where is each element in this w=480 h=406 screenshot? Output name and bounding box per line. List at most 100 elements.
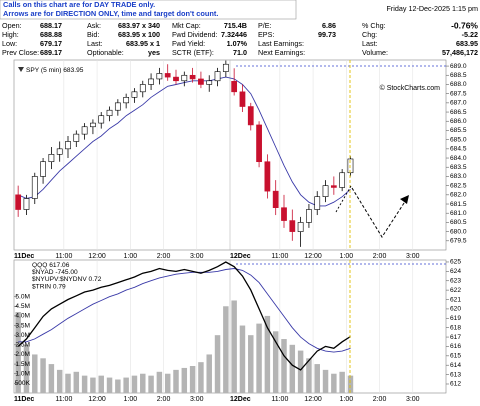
candle-body xyxy=(297,222,304,232)
candle-body xyxy=(114,102,121,111)
field-label: Fwd Dividend: xyxy=(172,30,218,39)
legend-entry: SPY (5 min) 683.95 xyxy=(26,67,84,74)
field-value: 71.0 xyxy=(233,48,247,57)
field-label: Optionable: xyxy=(87,48,124,57)
notice-line: Calls on this chart are for DAY TRADE on… xyxy=(3,0,155,9)
y-tick-label: 685.0 xyxy=(450,136,467,143)
volume-bar xyxy=(40,358,46,393)
x-tick-label: 1:00 xyxy=(339,396,353,403)
candle-body xyxy=(281,207,287,221)
y-tick-label: 688.0 xyxy=(450,81,467,88)
direction-arrow xyxy=(335,185,352,213)
notice-line: Arrows are for DIRECTION ONLY, time and … xyxy=(3,9,218,18)
volume-bar xyxy=(123,377,129,393)
volume-bar xyxy=(231,300,237,393)
x-tick-label: 3:00 xyxy=(190,396,204,403)
field-label: Prev Close: xyxy=(2,48,39,57)
volume-bar xyxy=(15,312,21,393)
volume-bar xyxy=(198,362,204,393)
y-tick-label: 686.5 xyxy=(450,109,467,116)
field-value: 679.17 xyxy=(40,39,62,48)
y-tick-label: 683.0 xyxy=(450,173,467,180)
candle-body xyxy=(81,126,88,135)
candle-body xyxy=(173,76,179,82)
candle-body xyxy=(48,154,55,163)
candle-body xyxy=(289,220,296,232)
candle-body xyxy=(330,185,337,188)
y-tick-label: 681.0 xyxy=(450,210,467,217)
candle-body xyxy=(90,122,96,128)
candle-body xyxy=(306,209,312,223)
volume-bar xyxy=(48,364,55,393)
y-tick-label: 681.5 xyxy=(450,201,467,208)
y-tick-label: 688.5 xyxy=(450,72,467,79)
candle-body xyxy=(15,194,22,210)
volume-bar xyxy=(306,358,312,393)
volume-bar xyxy=(65,373,71,393)
candle-body xyxy=(65,141,71,150)
y-tick-label: 619 xyxy=(450,315,461,322)
x-tick-label: 11:00 xyxy=(55,253,72,260)
field-label: Mkt Cap: xyxy=(172,21,201,30)
candle-body xyxy=(106,109,113,117)
field-value: 715.4B xyxy=(224,21,247,30)
legend-entry: $NYUPV:$NYDNV 0.72 xyxy=(32,276,102,283)
y-tick-label: 683.5 xyxy=(450,164,467,171)
volume-bar xyxy=(223,306,229,393)
x-tick-label: 2:00 xyxy=(157,396,171,403)
volume-bar xyxy=(339,371,345,393)
candle-body xyxy=(164,73,171,78)
x-tick-label: 1:00 xyxy=(123,253,137,260)
y-tick-label: 686.0 xyxy=(450,118,467,125)
volume-bar xyxy=(164,373,171,393)
volume-bar xyxy=(264,315,271,393)
y-tick-label: 621 xyxy=(450,296,461,303)
moving-average xyxy=(18,268,351,353)
stat-value: -0.76% xyxy=(451,20,478,30)
legend-marker xyxy=(18,67,24,72)
candle-body xyxy=(231,81,238,93)
y-tick-label: 612 xyxy=(450,381,461,388)
price-chart: 679.5 680.0 680.5 681.0 681.5 682.0 682.5 683.0… xyxy=(13,60,467,260)
volume-bar xyxy=(322,369,329,393)
x-tick-label: 1:00 xyxy=(123,396,137,403)
volume-bar xyxy=(248,335,254,393)
candle-body xyxy=(322,185,329,197)
y-tick-label: 685.5 xyxy=(450,127,467,134)
field-label: Low: xyxy=(2,39,17,48)
field-label: Open: xyxy=(2,21,22,30)
candle-body xyxy=(214,71,221,82)
stat-label: Volume: xyxy=(362,48,388,57)
volume-bar xyxy=(272,331,279,393)
volume-bar xyxy=(256,323,262,393)
direction-arrow xyxy=(351,187,407,238)
y-tick-label: 680.0 xyxy=(450,228,467,235)
volume-bar xyxy=(148,375,154,393)
volume-bar xyxy=(23,344,30,393)
volume-bar xyxy=(281,339,287,393)
volume-bar xyxy=(56,369,63,393)
y-tick-label: 680.5 xyxy=(450,219,467,226)
stat-value: 57,486,172 xyxy=(442,48,478,57)
x-tick-label: 11Dec xyxy=(14,253,34,260)
x-tick-label: 3:00 xyxy=(406,253,420,260)
candle-body xyxy=(347,158,354,174)
volume-bar xyxy=(289,344,296,393)
volume-tick-label: 500K xyxy=(15,380,31,387)
x-tick-label: 11:00 xyxy=(271,396,288,403)
volume-bar xyxy=(73,371,80,393)
candle-body xyxy=(31,176,38,199)
volume-bar xyxy=(297,350,304,393)
field-value: 1.07% xyxy=(227,39,248,48)
field-value: 688.88 xyxy=(40,30,62,39)
stat-label: Chg: xyxy=(362,30,377,39)
volume-bar xyxy=(314,364,320,393)
qqq-chart: 612 613 614 615 616 617 618 619 620 621 622 623 624 6… xyxy=(13,259,461,403)
x-tick-label: 3:00 xyxy=(190,253,204,260)
field-label: Fwd Yield: xyxy=(172,39,205,48)
x-tick-label: 12:00 xyxy=(304,396,322,403)
legend-entry: $NYAD -745.00 xyxy=(32,269,78,276)
candle-body xyxy=(23,198,30,210)
candle-body xyxy=(139,84,146,93)
candle-body xyxy=(181,74,188,82)
